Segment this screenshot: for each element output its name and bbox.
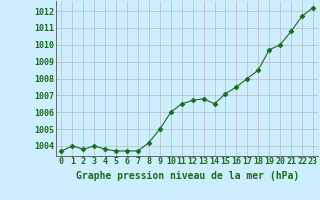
X-axis label: Graphe pression niveau de la mer (hPa): Graphe pression niveau de la mer (hPa) [76,171,299,181]
